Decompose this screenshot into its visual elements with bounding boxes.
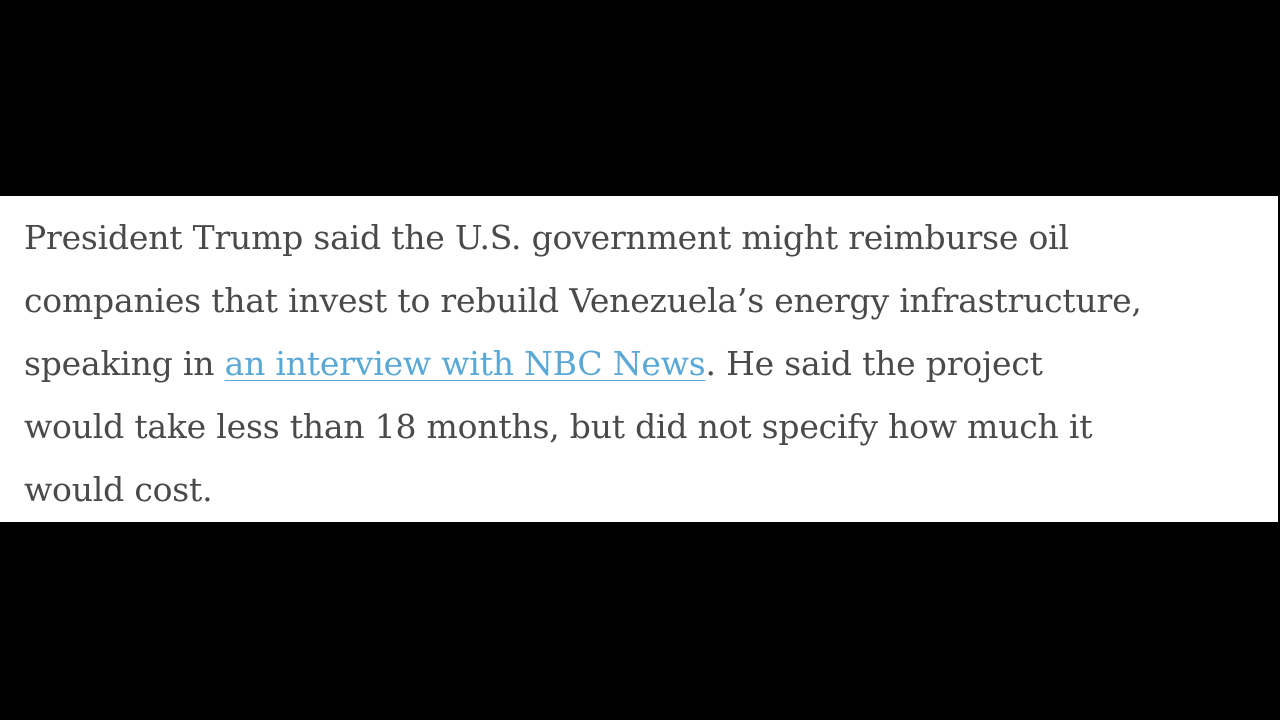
text: speaking in — [24, 344, 225, 383]
text-line: would take less than 18 months, but did … — [24, 407, 1093, 446]
text-line: speaking in an interview with NBC News. … — [24, 332, 1278, 395]
text-line: President Trump said the U.S. government… — [24, 218, 1069, 257]
text-line: would cost. — [24, 470, 213, 509]
text: . He said the project — [705, 344, 1043, 383]
paragraph: President Trump said the U.S. government… — [0, 196, 1278, 521]
text-line: companies that invest to rebuild Venezue… — [24, 281, 1142, 320]
article-panel: President Trump said the U.S. government… — [0, 196, 1278, 522]
link[interactable]: an interview with NBC News — [224, 344, 706, 383]
